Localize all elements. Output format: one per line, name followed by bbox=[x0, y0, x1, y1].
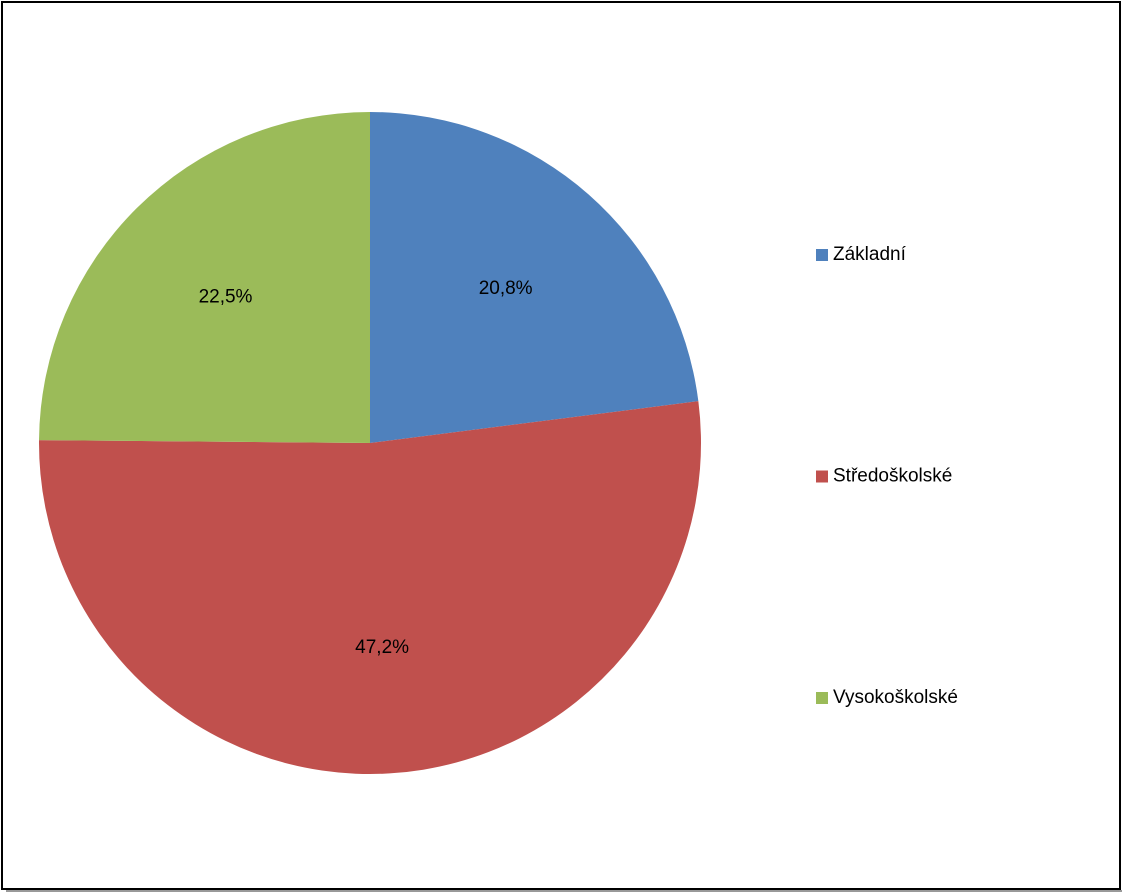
data-label: 47,2% bbox=[355, 637, 409, 658]
legend-label: Základní bbox=[833, 244, 907, 265]
legend-label: Středoškolské bbox=[833, 466, 952, 487]
pie-slice bbox=[370, 112, 699, 443]
pie-slice bbox=[39, 112, 371, 443]
legend-swatch bbox=[816, 692, 828, 704]
pie-slice bbox=[39, 401, 701, 774]
data-label: 20,8% bbox=[479, 278, 533, 299]
legend-swatch bbox=[816, 470, 828, 483]
data-label: 22,5% bbox=[199, 286, 253, 307]
legend-label: Vysokoškolské bbox=[833, 687, 958, 708]
legend-swatch bbox=[816, 249, 828, 261]
